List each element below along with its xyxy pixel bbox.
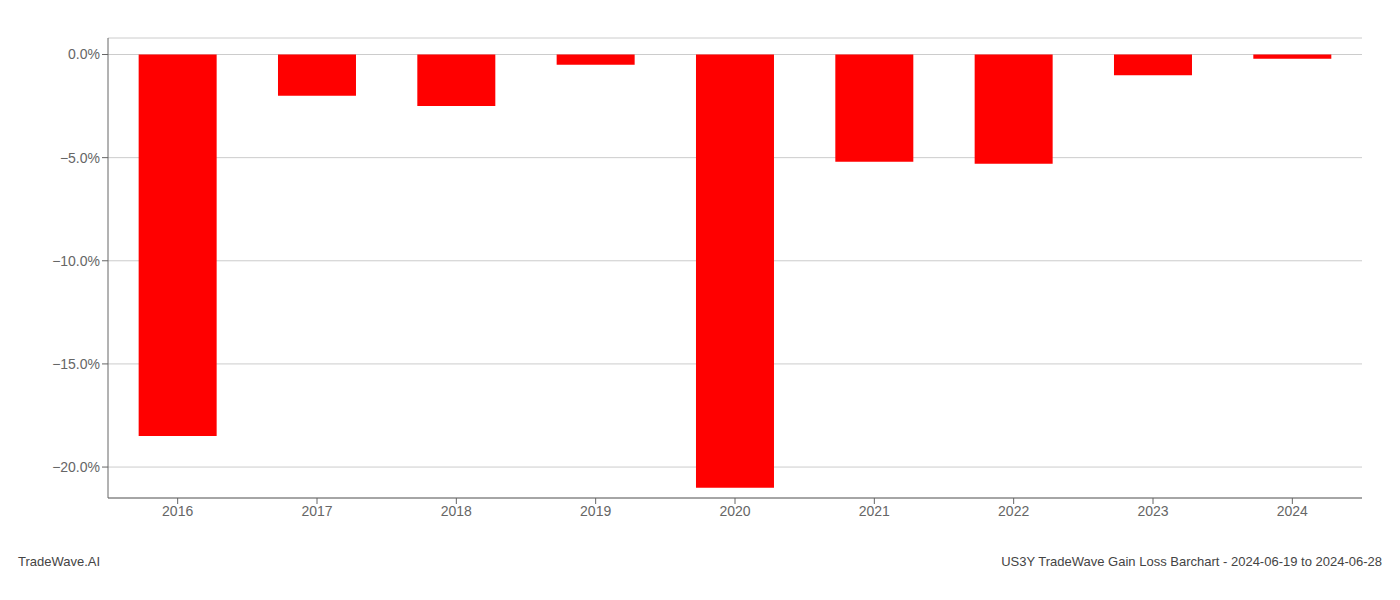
svg-text:−10.0%: −10.0% [52, 253, 100, 269]
svg-text:−20.0%: −20.0% [52, 459, 100, 475]
svg-text:2022: 2022 [998, 503, 1029, 519]
svg-text:−5.0%: −5.0% [60, 150, 100, 166]
svg-text:0.0%: 0.0% [68, 46, 100, 62]
html-text:US3Y TradeWave Gain Loss Barch: US3Y TradeWave Gain Loss Barchart - 2024… [1001, 554, 1382, 569]
svg-text:2021: 2021 [859, 503, 890, 519]
svg-text:2018: 2018 [441, 503, 472, 519]
svg-text:2016: 2016 [162, 503, 193, 519]
svg-text:2019: 2019 [580, 503, 611, 519]
svg-text:2020: 2020 [719, 503, 750, 519]
svg-text:2023: 2023 [1137, 503, 1168, 519]
svg-text:2024: 2024 [1277, 503, 1308, 519]
html-text:TradeWave.AI: TradeWave.AI [18, 554, 101, 569]
svg-text:−15.0%: −15.0% [52, 356, 100, 372]
svg-text:2017: 2017 [301, 503, 332, 519]
